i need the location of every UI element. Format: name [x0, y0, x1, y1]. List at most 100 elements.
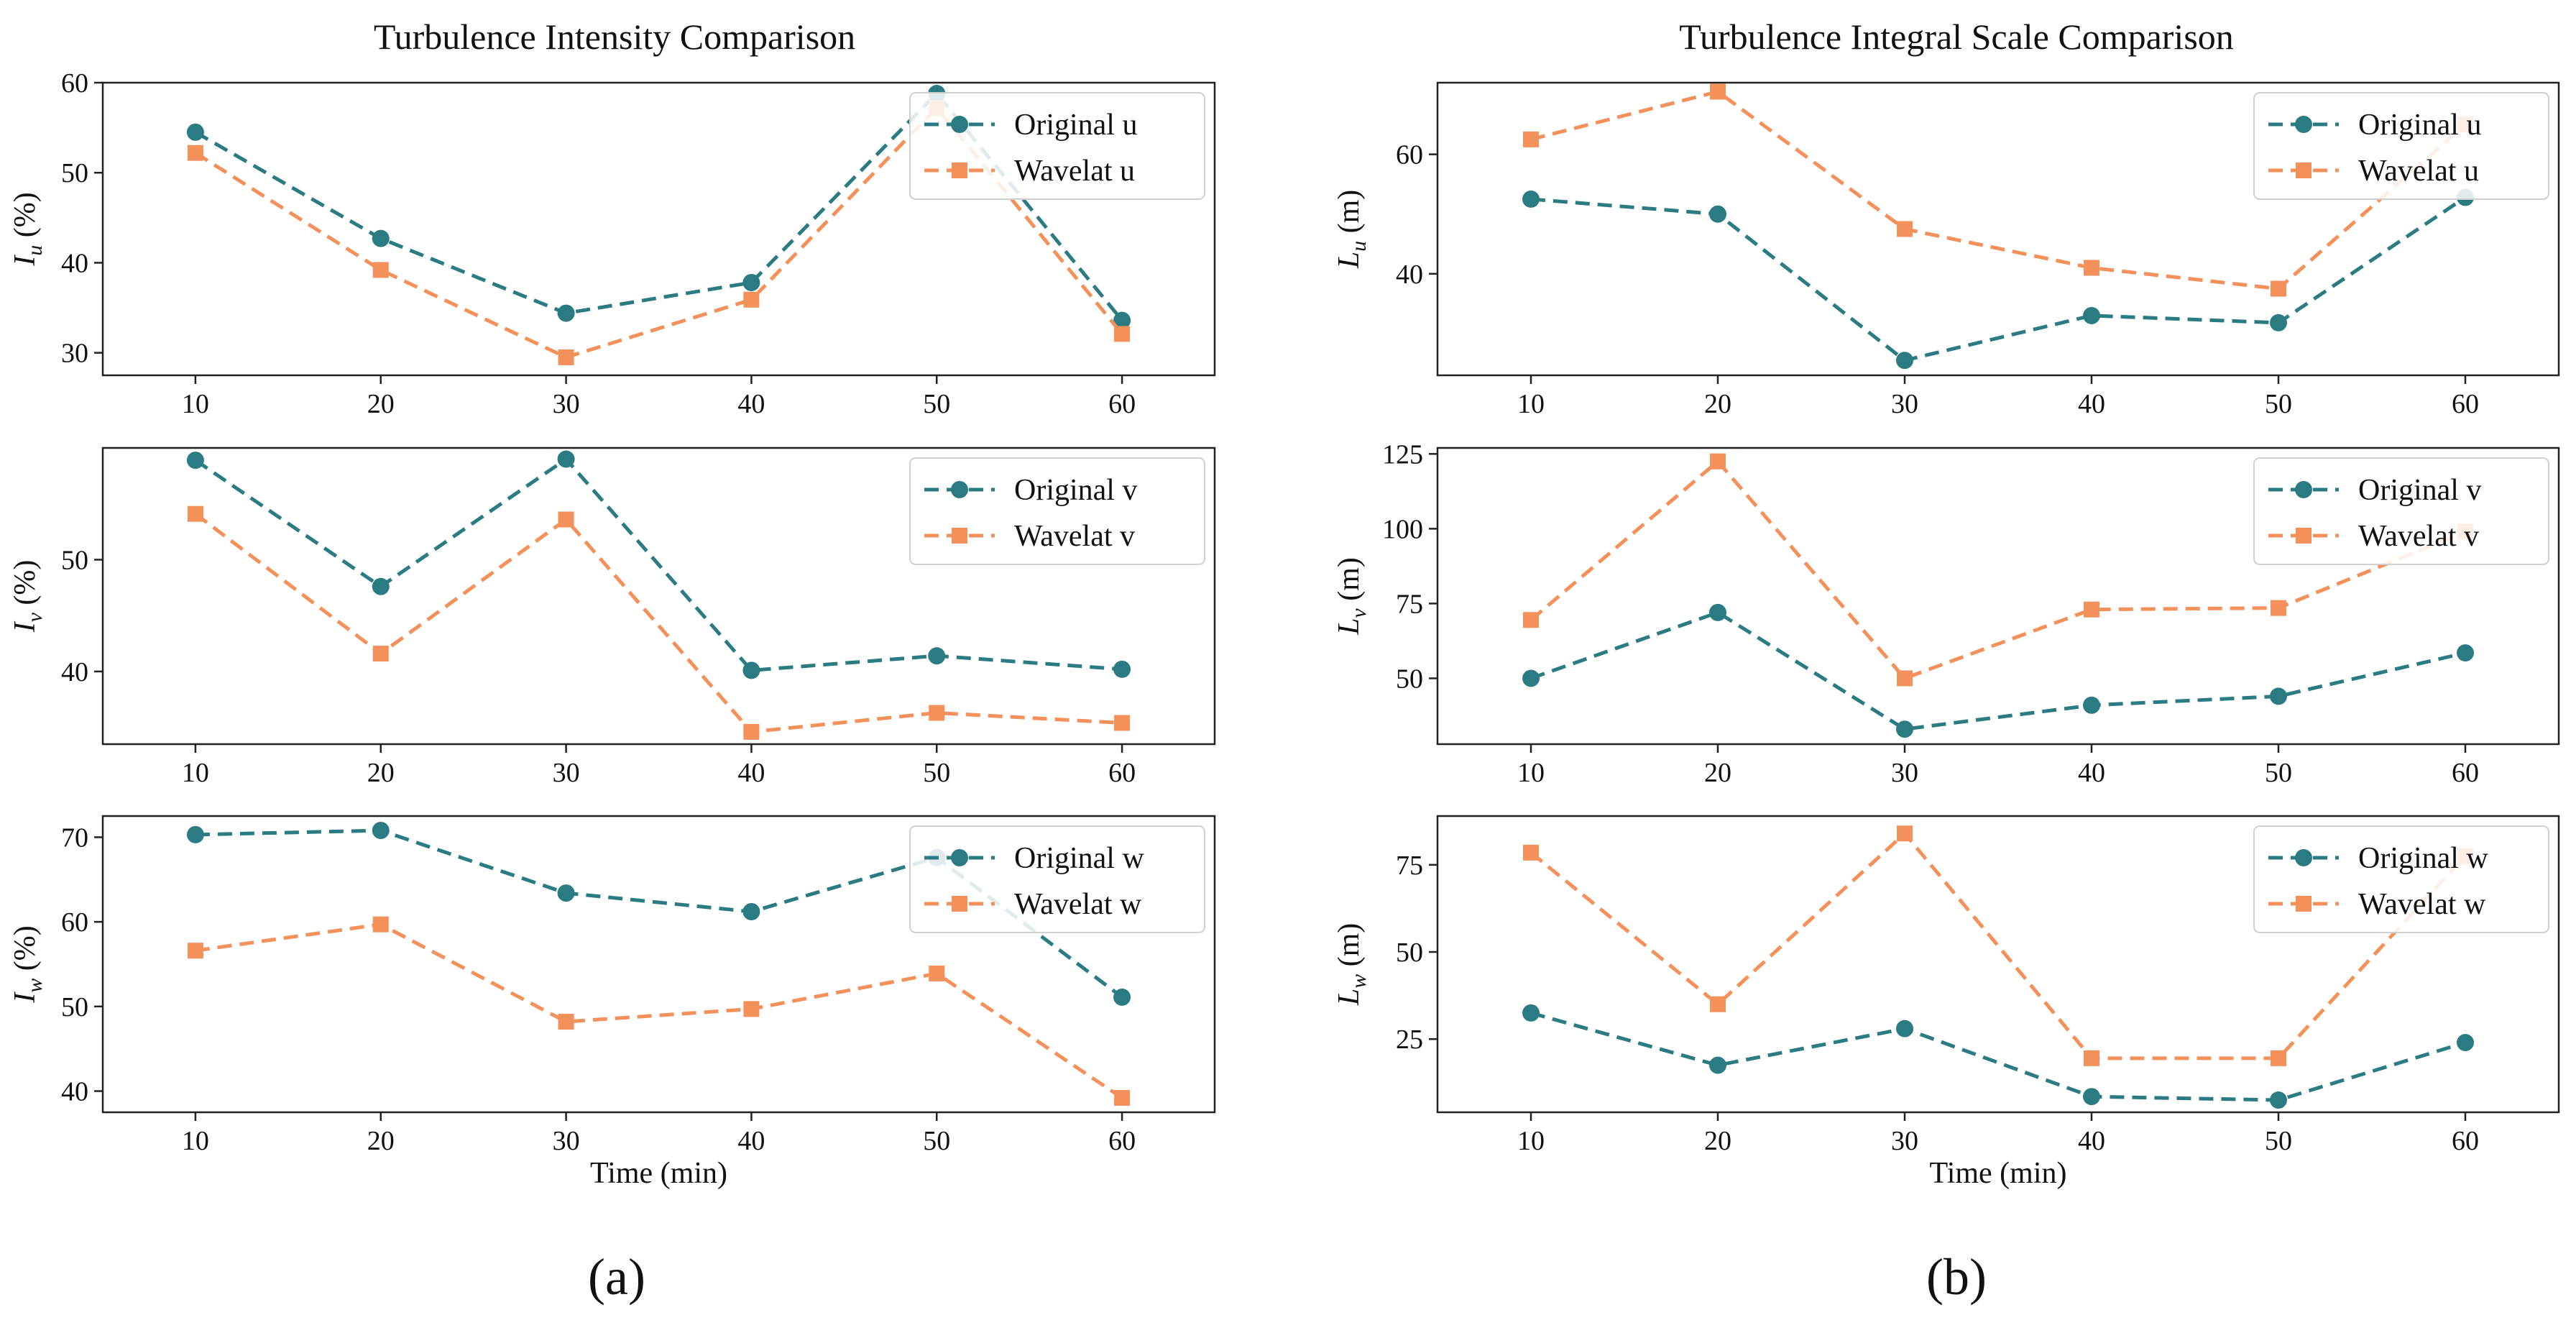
y-axis-label-unit: (%): [9, 925, 42, 978]
series-line-original: [1530, 196, 2467, 362]
y-axis-label-subscript: v: [23, 612, 47, 622]
y-axis-label-subscript: u: [1347, 241, 1371, 252]
legend: Original u Wavelat u: [2253, 92, 2549, 200]
data-point-wavelet: [1114, 1089, 1131, 1106]
x-tick-label: 20: [367, 758, 395, 788]
data-point-original: [2270, 687, 2287, 705]
data-point-wavelet: [1114, 326, 1131, 342]
data-point-original: [1896, 352, 1913, 370]
data-point-wavelet: [1710, 83, 1726, 100]
data-point-original: [186, 452, 204, 469]
x-tick-label: 40: [2078, 758, 2105, 788]
data-point-wavelet: [929, 705, 945, 721]
data-point-wavelet: [1710, 453, 1726, 469]
legend-marker-wavelet: [952, 896, 967, 912]
y-axis-label: Iw (%): [9, 925, 47, 1003]
x-tick-label: 10: [182, 389, 209, 419]
data-point-original: [2270, 1091, 2287, 1109]
legend-label-original: Original w: [1014, 842, 1144, 875]
x-tick-label: 40: [2078, 1126, 2105, 1156]
legend-label-wavelet: Wavelat w: [1014, 888, 1142, 921]
x-tick-label: 60: [1108, 758, 1136, 788]
series-line-original: [195, 828, 1123, 999]
data-point-original: [557, 884, 575, 902]
series-line-wavelet: [1530, 459, 2466, 680]
data-point-wavelet: [2271, 280, 2286, 297]
data-point-wavelet: [743, 1001, 760, 1017]
data-point-original: [372, 822, 390, 840]
legend-label-original: Original w: [2358, 842, 2488, 875]
legend-box: [2253, 92, 2549, 200]
x-tick-label: 30: [553, 389, 580, 419]
x-axis-label: Time (min): [590, 1157, 727, 1190]
x-tick-label: 60: [2452, 758, 2479, 788]
legend-box: [909, 825, 1205, 933]
data-point-original: [1522, 190, 1540, 208]
y-tick-label: 40: [61, 248, 88, 278]
y-tick-label: 50: [61, 158, 88, 188]
legend-box: [909, 457, 1205, 565]
legend-marker-wavelet: [952, 162, 967, 178]
data-point-original: [1522, 1004, 1540, 1022]
x-tick-label: 50: [2265, 389, 2292, 419]
x-tick-label: 20: [367, 389, 395, 419]
x-tick-label: 10: [182, 1126, 209, 1156]
legend: Original w Wavelat w: [2253, 825, 2549, 933]
data-point-wavelet: [187, 943, 203, 959]
data-point-wavelet: [558, 1014, 574, 1030]
data-point-original: [2083, 1088, 2100, 1106]
data-point-wavelet: [2084, 260, 2099, 276]
panel-label-b: (b): [1926, 1248, 1987, 1306]
y-tick-label: 50: [61, 992, 88, 1022]
x-tick-label: 40: [737, 1126, 765, 1156]
data-point-wavelet: [929, 965, 945, 981]
data-point-wavelet: [1114, 715, 1131, 731]
chart-panel-lu: 10 20 30 40 50 60 40 60 Lu (m) Original u Wavelat …: [1333, 81, 2560, 419]
data-point-original: [186, 123, 204, 141]
data-point-original: [2457, 644, 2474, 662]
y-tick-label: 40: [1396, 260, 1423, 290]
y-axis-label-unit: (m): [1333, 923, 1366, 974]
y-tick-label: 50: [1396, 664, 1423, 694]
data-point-wavelet: [2084, 1050, 2099, 1066]
y-axis-label-symbol: I: [9, 991, 42, 1004]
x-tick-label: 30: [553, 1126, 580, 1156]
plot-frame: [1436, 815, 2560, 1114]
data-point-wavelet: [743, 291, 760, 308]
y-tick-label: 50: [61, 545, 88, 575]
x-tick-label: 40: [737, 758, 765, 788]
data-point-original: [1709, 603, 1726, 621]
legend-marker-original: [951, 481, 968, 498]
x-tick-label: 60: [1108, 389, 1136, 419]
y-tick-label: 70: [61, 823, 88, 853]
legend-marker-original: [951, 849, 968, 866]
series-line-original: [1530, 610, 2466, 731]
y-axis-label-unit: (%): [9, 560, 42, 613]
x-tick-label: 20: [1704, 1126, 1731, 1156]
data-point-original: [2083, 696, 2100, 714]
data-point-original: [1709, 1056, 1726, 1074]
y-tick-label: 50: [1396, 938, 1423, 968]
data-point-original: [1709, 205, 1726, 223]
data-point-original: [1113, 660, 1131, 678]
y-axis-label-subscript: w: [23, 979, 47, 993]
series-line-wavelet: [194, 512, 1123, 734]
data-point-wavelet: [1897, 670, 1913, 687]
data-point-original: [2457, 1034, 2474, 1052]
legend-label-wavelet: Wavelat w: [2358, 888, 2486, 921]
chart-title-right: Turbulence Integral Scale Comparison: [1679, 17, 2234, 57]
y-axis-label-symbol: I: [9, 620, 42, 633]
legend-box: [2253, 457, 2549, 565]
series-line-original: [194, 457, 1123, 672]
x-tick-label: 10: [1517, 1126, 1545, 1156]
data-point-original: [1113, 311, 1131, 329]
legend-marker-original: [2295, 849, 2312, 866]
x-tick-label: 10: [1517, 389, 1545, 419]
plot-frame: [101, 815, 1216, 1114]
x-tick-label: 20: [1704, 758, 1731, 788]
y-axis-label-symbol: L: [1333, 252, 1366, 269]
data-point-wavelet: [372, 916, 389, 933]
y-axis-label-symbol: L: [1333, 989, 1366, 1006]
y-tick-label: 75: [1396, 851, 1423, 881]
